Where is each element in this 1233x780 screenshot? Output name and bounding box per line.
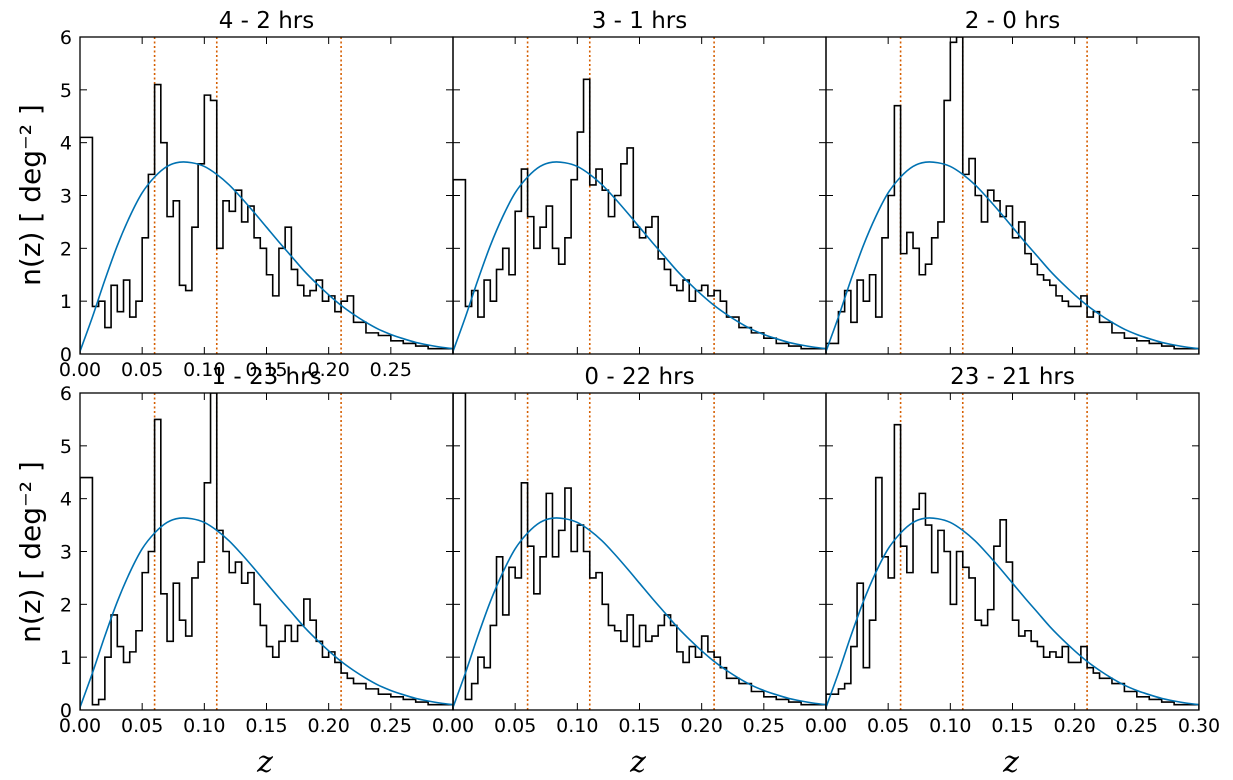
x-tick-label: 0.15: [618, 715, 660, 737]
panel-plot-area: [826, 393, 1199, 710]
histogram-series: [826, 37, 1199, 354]
x-tick-label: 0.05: [494, 715, 536, 737]
histogram-series: [80, 83, 453, 354]
panel-1: 0.00 0.05 0.10 0.15 0.20 0.25 0 1 2 3 4 5 6 4 - 2 hrs: [59, 8, 454, 381]
x-tick-label: 0.05: [121, 715, 163, 737]
panel-4: 0.00 0.05 0.10 0.15 0.20 0.25 0 1 2 3 4 5 6 1 - 23 hr…: [59, 364, 454, 737]
x-tick-label: 0.15: [245, 359, 287, 381]
panel-plot-area: [453, 37, 826, 354]
x-tick-label: 0.30: [1178, 715, 1220, 737]
model-curve-series: [826, 517, 1199, 708]
x-tick-label: 0.05: [121, 359, 163, 381]
y-tick-label: 6: [60, 27, 72, 49]
y-tick-label: 0: [60, 344, 72, 366]
model-curve-series: [80, 517, 453, 708]
panel-plot-area: [80, 393, 453, 710]
y-tick-label: 1: [60, 291, 72, 313]
y-tick-label: 5: [60, 436, 72, 458]
x-tick-label: 0.25: [1116, 715, 1158, 737]
x-tick-label: 0.25: [743, 715, 785, 737]
x-tick-label: 0.00: [59, 715, 101, 737]
y-tick-label: 2: [60, 238, 72, 260]
x-tick-label: 0.10: [183, 359, 225, 381]
histogram-series: [826, 423, 1199, 710]
panel-3: 2 - 0 hrs: [825, 8, 1200, 355]
y-axis-label-top: n(z) [ deg⁻² ]: [14, 104, 47, 286]
y-tick-label: 0: [60, 700, 72, 722]
x-axis-label-3: z: [1002, 745, 1019, 780]
y-tick-label: 3: [60, 186, 72, 208]
histogram-series: [80, 393, 453, 710]
panel-title: 3 - 1 hrs: [592, 8, 688, 34]
panel-2: 3 - 1 hrs: [452, 8, 827, 355]
panel-title: 0 - 22 hrs: [584, 364, 694, 390]
panel-frame: [79, 392, 454, 711]
x-tick-label: 0.10: [929, 715, 971, 737]
x-tick-label: 0.20: [681, 715, 723, 737]
panel-frame: [452, 392, 827, 711]
model-curve-series: [826, 161, 1199, 352]
panel-plot-area: [453, 393, 826, 710]
x-tick-label: 0.25: [370, 359, 412, 381]
y-tick-label: 6: [60, 383, 72, 405]
x-tick-label: 0.15: [991, 715, 1033, 737]
y-tick-label: 1: [60, 647, 72, 669]
y-tick-label: 4: [60, 133, 72, 155]
x-tick-label: 0.20: [1054, 715, 1096, 737]
y-tick-label: 2: [60, 594, 72, 616]
x-tick-label: 0.10: [556, 715, 598, 737]
y-tick-label: 3: [60, 542, 72, 564]
x-tick-label: 0.20: [308, 359, 350, 381]
panel-title: 1 - 23 hrs: [211, 364, 321, 390]
panel-plot-area: [80, 37, 453, 354]
x-tick-label: 0.10: [183, 715, 225, 737]
x-axis-label-1: z: [256, 745, 273, 780]
x-tick-label: 0.20: [308, 715, 350, 737]
y-tick-label: 4: [60, 489, 72, 511]
x-tick-label: 0.25: [370, 715, 412, 737]
model-curve-series: [453, 161, 826, 352]
x-tick-label: 0.00: [805, 715, 847, 737]
panels: 0.00 0.05 0.10 0.15 0.20 0.25 0 1 2 3 4 5 6 4 - 2 hrs…: [59, 8, 1220, 737]
panel-title: 2 - 0 hrs: [965, 8, 1061, 34]
panel-title: 23 - 21 hrs: [950, 364, 1075, 390]
x-tick-label: 0.15: [245, 715, 287, 737]
panel-6: 0.00 0.05 0.10 0.15 0.20 0.25 0.30 23 - 21 hrs: [805, 364, 1220, 737]
panel-frame: [452, 36, 827, 355]
panel-plot-area: [826, 37, 1199, 354]
x-tick-label: 0.00: [432, 715, 474, 737]
x-tick-label: 0.05: [867, 715, 909, 737]
model-curve-series: [80, 161, 453, 352]
histogram-series: [453, 393, 826, 710]
y-tick-label: 5: [60, 80, 72, 102]
model-curve-series: [453, 517, 826, 708]
panel-title: 4 - 2 hrs: [219, 8, 315, 34]
x-axis-label-2: z: [629, 745, 646, 780]
y-axis-label-bottom: n(z) [ deg⁻² ]: [14, 461, 47, 643]
x-tick-label: 0.00: [59, 359, 101, 381]
panel-5: 0.00 0.05 0.10 0.15 0.20 0.25 0 - 22 hrs: [432, 364, 827, 737]
histogram-series: [453, 78, 826, 354]
